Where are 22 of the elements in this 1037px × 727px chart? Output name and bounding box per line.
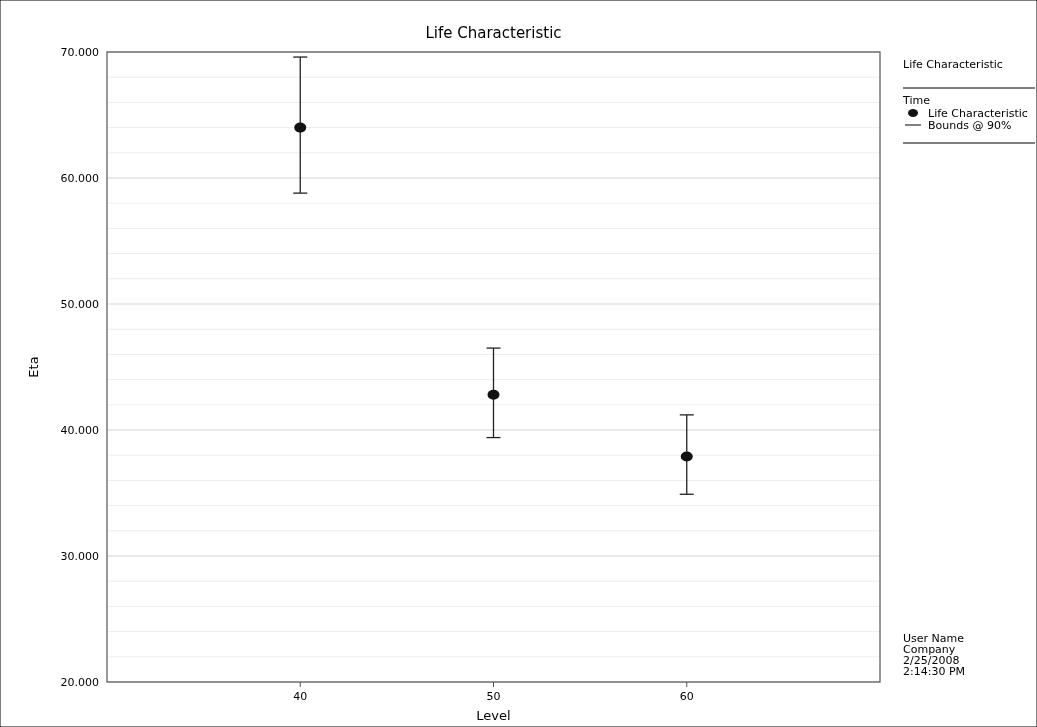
text: Life Characteristic [903,58,1003,71]
x-tick-label: 40 [293,690,308,703]
point [294,122,307,133]
y-tick-label: 70.000 [60,45,99,59]
legend-title: Time [902,94,931,107]
y-tick-label: 40.000 [60,423,99,437]
y-tick-label: 30.000 [60,549,99,563]
chart-title: Life Characteristic [425,24,562,42]
legend-label: Life Characteristic [928,107,1028,120]
y-tick-label: 60.000 [60,171,99,185]
y-tick-label: 20.000 [60,675,99,689]
y-tick-label: 50.000 [60,297,99,311]
x-axis-title: Level [476,708,511,723]
x-tick-label: 60 [679,690,694,703]
text: Company [903,643,956,656]
text: 2:14:30 PM [903,665,966,678]
x-tick-label: 50 [486,690,501,703]
point [680,451,693,462]
y-axis-title: Eta [26,356,41,378]
text: User Name [903,632,965,645]
text: Bounds @ 90% [928,119,1012,132]
point [487,389,500,400]
